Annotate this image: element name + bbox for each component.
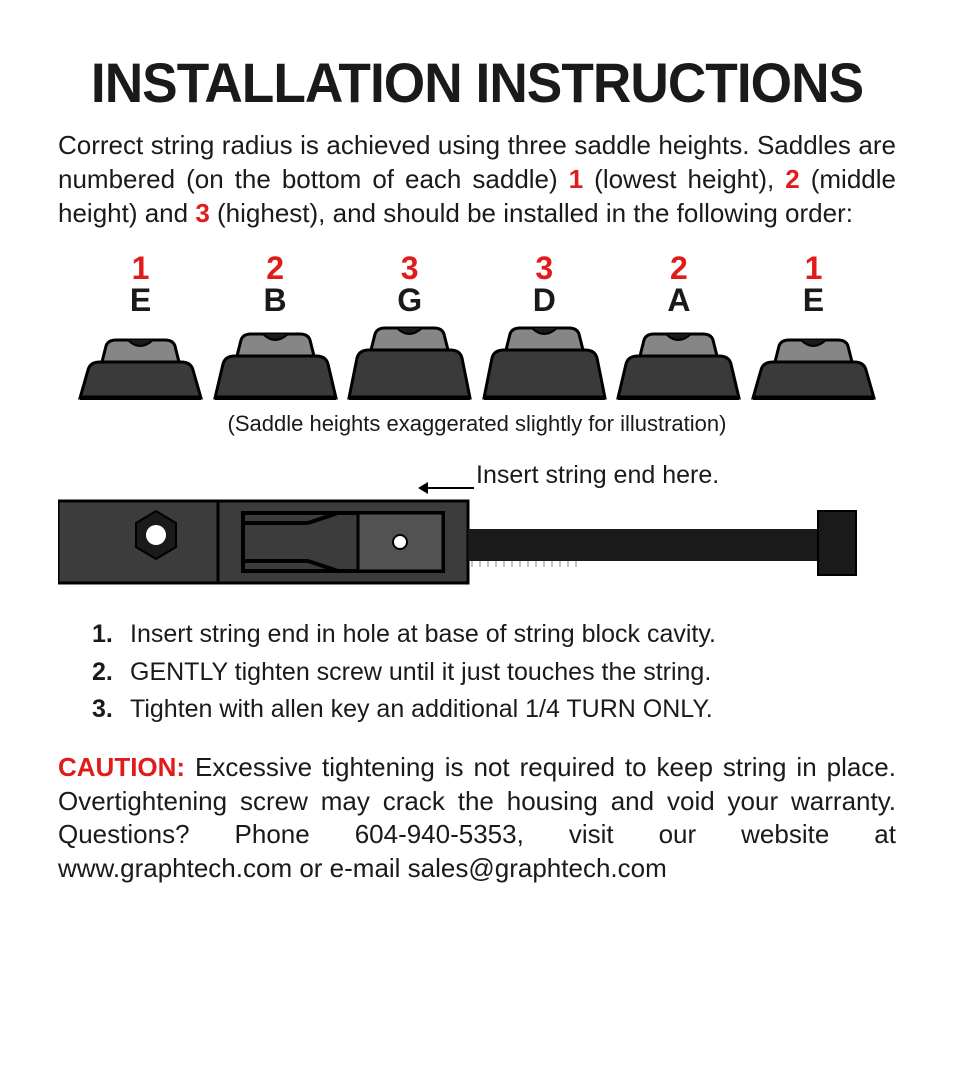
intro-num-1: 1 bbox=[569, 164, 583, 194]
saddle-icon bbox=[347, 322, 472, 405]
step-item: 2. GENTLY tighten screw until it just tou… bbox=[92, 654, 896, 692]
page-title: INSTALLATION INSTRUCTIONS bbox=[79, 50, 875, 115]
step-item: 3. Tighten with allen key an additional 1… bbox=[92, 691, 896, 729]
intro-post: (highest), and should be installed in th… bbox=[210, 198, 853, 228]
saddle-icon bbox=[751, 322, 876, 405]
saddle-string-name: A bbox=[667, 284, 690, 316]
saddle-col: 1 E bbox=[751, 252, 876, 405]
caution-paragraph: CAUTION: Excessive tightening is not req… bbox=[58, 751, 896, 886]
saddle-icon bbox=[482, 322, 607, 405]
step-number: 2. bbox=[92, 654, 118, 692]
step-text: Tighten with allen key an additional 1/4… bbox=[130, 691, 713, 729]
saddle-row: 1 E 2 B 3 G 3 D 2 A bbox=[58, 252, 896, 405]
saddle-note: (Saddle heights exaggerated slightly for… bbox=[58, 411, 896, 437]
saddle-number: 2 bbox=[266, 252, 284, 284]
step-number: 3. bbox=[92, 691, 118, 729]
step-text: GENTLY tighten screw until it just touch… bbox=[130, 654, 711, 692]
step-text: Insert string end in hole at base of str… bbox=[130, 616, 716, 654]
side-diagram: Insert string end here. bbox=[58, 463, 896, 598]
saddle-icon bbox=[213, 322, 338, 405]
step-number: 1. bbox=[92, 616, 118, 654]
intro-num-3: 3 bbox=[195, 198, 209, 228]
saddle-number: 1 bbox=[805, 252, 823, 284]
saddle-string-name: E bbox=[803, 284, 824, 316]
saddle-icon bbox=[616, 322, 741, 405]
intro-paragraph: Correct string radius is achieved using … bbox=[58, 129, 896, 230]
saddle-number: 3 bbox=[535, 252, 553, 284]
saddle-col: 3 G bbox=[347, 252, 472, 405]
saddle-string-name: G bbox=[397, 284, 422, 316]
saddle-string-name: E bbox=[130, 284, 151, 316]
saddle-number: 3 bbox=[401, 252, 419, 284]
saddle-col: 3 D bbox=[482, 252, 607, 405]
step-item: 1. Insert string end in hole at base of s… bbox=[92, 616, 896, 654]
saddle-icon bbox=[78, 322, 203, 405]
intro-num-2: 2 bbox=[785, 164, 799, 194]
insert-arrow bbox=[420, 487, 474, 489]
saddle-number: 2 bbox=[670, 252, 688, 284]
steps-list: 1. Insert string end in hole at base of s… bbox=[92, 616, 896, 729]
saddle-col: 1 E bbox=[78, 252, 203, 405]
saddle-string-name: B bbox=[264, 284, 287, 316]
intro-mid1: (lowest height), bbox=[583, 164, 785, 194]
saddle-number: 1 bbox=[132, 252, 150, 284]
saddle-col: 2 A bbox=[616, 252, 741, 405]
caution-label: CAUTION: bbox=[58, 752, 185, 782]
insert-label: Insert string end here. bbox=[476, 461, 719, 490]
saddle-col: 2 B bbox=[213, 252, 338, 405]
saddle-string-name: D bbox=[533, 284, 556, 316]
